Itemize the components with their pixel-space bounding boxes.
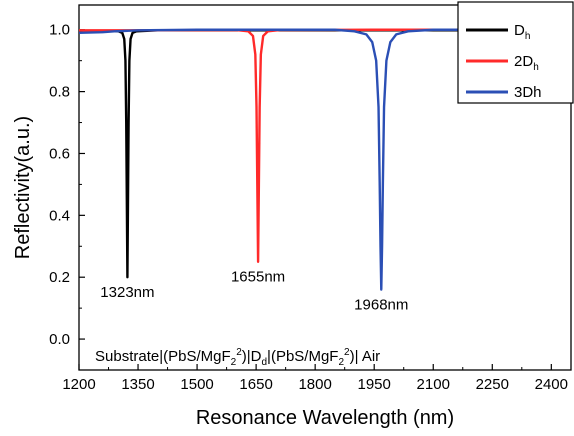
y-tick-label: 1.0 <box>49 22 70 39</box>
structure-label: Substrate|(PbS/MgF22)|Dd|(PbS/MgF22)| Ai… <box>95 347 380 368</box>
y-tick-label: 0.0 <box>49 331 70 348</box>
x-tick-label: 1500 <box>180 376 213 393</box>
legend-box <box>457 1 574 104</box>
plot-frame <box>78 4 572 371</box>
peak-label: 1655nm <box>231 269 285 286</box>
y-tick-label: 0.6 <box>49 145 70 162</box>
legend-label: Dh <box>514 22 530 42</box>
legend-label: 3Dh <box>514 84 542 101</box>
y-tick-label: 0.4 <box>49 207 70 224</box>
legend-label: 2Dh <box>514 53 539 73</box>
series-layer <box>78 28 571 291</box>
y-axis-title: Reflectivity(a.u.) <box>12 116 34 259</box>
series-line-3dh <box>78 28 571 291</box>
x-tick-label: 2400 <box>535 376 568 393</box>
series-line-d <box>79 29 571 279</box>
x-tick-label: 1350 <box>121 376 154 393</box>
x-tick-label: 2100 <box>417 376 450 393</box>
x-tick-label: 1200 <box>62 376 95 393</box>
x-axis-ticks: 1200 1350 1500 1650 1800 1950 2100 2250 2400 <box>62 364 568 393</box>
x-tick-label: 2250 <box>476 376 509 393</box>
peak-label: 1968nm <box>354 297 408 314</box>
x-tick-label: 1800 <box>298 376 331 393</box>
x-axis-title: Resonance Wavelength (nm) <box>196 407 454 429</box>
y-axis-ticks: 0.0 0.2 0.4 0.6 0.8 1.0 <box>49 22 85 348</box>
peak-annotations: 1323nm 1655nm 1968nm <box>100 269 408 314</box>
y-tick-label: 0.2 <box>49 269 70 286</box>
y-tick-label: 0.8 <box>49 84 70 101</box>
plot-area <box>78 4 572 371</box>
peak-label: 1323nm <box>100 284 154 301</box>
x-tick-label: 1950 <box>358 376 391 393</box>
x-tick-label: 1650 <box>239 376 272 393</box>
legend: Dh 2Dh 3Dh <box>457 1 574 104</box>
